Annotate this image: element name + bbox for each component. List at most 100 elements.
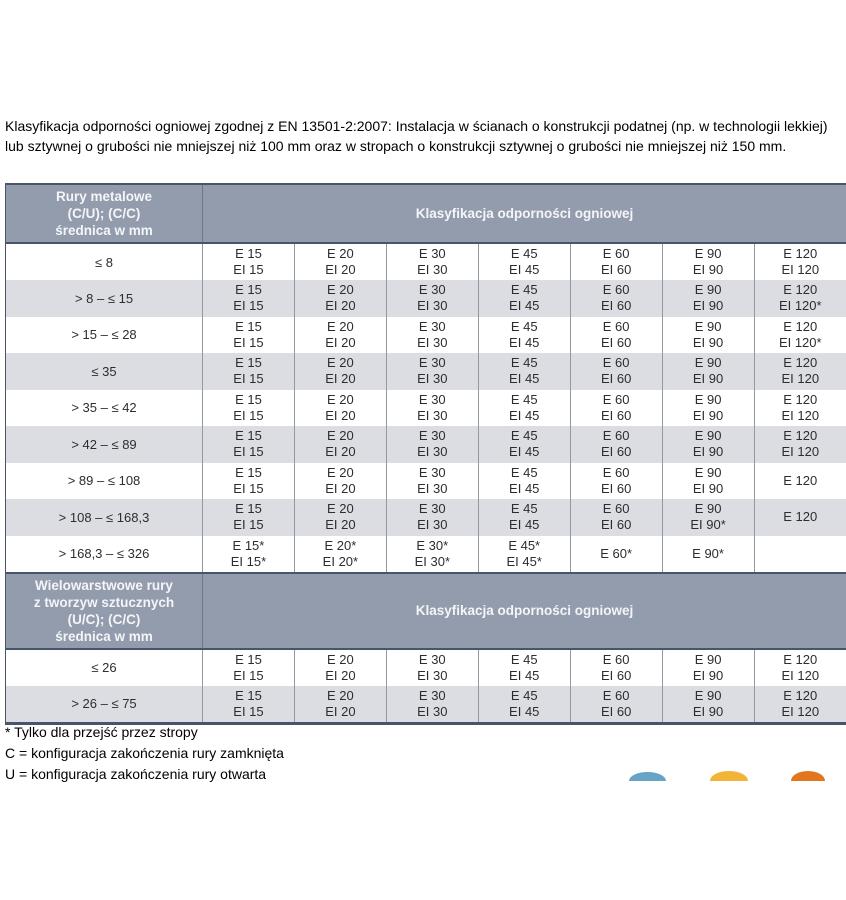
rating-value: EI 30 (417, 444, 448, 460)
rating-value: E 30 (418, 464, 446, 480)
rating-cell: E 15 EI 15 (202, 280, 295, 317)
rating-cell (753, 535, 846, 573)
rating-value: E 90 (694, 355, 722, 371)
rating-value: EI 90 (692, 298, 724, 314)
rating-value: E 90 (694, 687, 722, 703)
diameter-range-label: ≤ 26 (91, 660, 117, 675)
rating-value: EI 30 (417, 334, 448, 350)
rating-cell: E 120 EI 120 (753, 353, 846, 390)
rating-value: EI 60 (600, 334, 632, 350)
rating-value: E 120 (783, 651, 818, 667)
rating-cell: E 60 EI 60 (569, 685, 663, 723)
rating-value: EI 15* (230, 553, 267, 569)
rating-value: E 30 (418, 282, 446, 298)
rating-value: E 120 (783, 282, 818, 298)
rating-value: EI 60 (600, 480, 632, 496)
diameter-range-label: > 168,3 – ≤ 326 (58, 546, 150, 561)
rating-value: E 15 (235, 687, 262, 703)
rating-cell: E 120 (753, 462, 846, 499)
corner-header-line: z tworzyw sztucznych (33, 594, 175, 610)
rating-value: EI 30* (414, 553, 451, 569)
rating-value: E 15 (235, 282, 262, 298)
rating-value: EI 30 (417, 517, 448, 533)
rating-value: E 120 (783, 246, 818, 261)
table-row: ≤ 26 E 15 EI 15 E 20 EI 20 E 30 EI 30 E 45 EI 45… (5, 648, 846, 686)
rating-cell: E 30 EI 30 (385, 426, 479, 463)
rating-value: EI 120* (778, 334, 822, 350)
rating-cell: E 45* EI 45* (477, 535, 571, 573)
rating-value: EI 30 (417, 703, 448, 719)
rating-value: E 30 (418, 501, 446, 517)
rating-cell: E 15 EI 15 (202, 316, 295, 353)
rating-value: EI 45 (509, 298, 540, 314)
rating-value: EI 45 (509, 703, 540, 719)
rating-value: E 60 (602, 464, 630, 480)
section-1-header-row: Rury metalowe (C/U); (C/C) średnica w mm Kl… (5, 184, 846, 243)
diameter-range-label: > 8 – ≤ 15 (74, 290, 134, 306)
diameter-range-label: > 108 – ≤ 168,3 (58, 509, 150, 525)
rating-cell: E 20 EI 20 (293, 462, 387, 499)
rating-value: E 120 (783, 391, 818, 407)
corner-header-line: Rury metalowe (55, 189, 153, 204)
rating-value: EI 60 (600, 667, 632, 683)
rating-value: EI 90 (692, 407, 724, 423)
table-row: > 168,3 – ≤ 326 E 15* EI 15* E 20* EI 20* E 3… (5, 535, 846, 573)
rating-value: EI 30 (417, 262, 448, 277)
footnote-c-definition: C = konfiguracja zakończenia rury zamkni… (5, 745, 284, 761)
rating-cell: E 20 EI 20 (293, 426, 387, 463)
diameter-range-label: > 42 – ≤ 89 (71, 436, 137, 452)
rating-cell: E 20 EI 20 (293, 685, 387, 723)
rating-value: E 60 (602, 651, 630, 667)
rating-value: EI 90 (692, 262, 724, 277)
rating-value: EI 30 (417, 407, 448, 423)
rating-cell: E 30 EI 30 (385, 316, 479, 353)
rating-cell: E 45 EI 45 (477, 243, 571, 280)
rating-value: EI 60 (600, 703, 632, 719)
rating-cell: E 30 EI 30 (385, 280, 479, 317)
rating-value: E 30 (418, 318, 446, 334)
rating-cell: E 30 EI 30 (385, 243, 479, 280)
rating-cell: E 15* EI 15* (202, 535, 295, 573)
corner-header-line: (C/U); (C/C) (67, 206, 141, 221)
rating-value: E 45 (510, 501, 538, 517)
rating-cell: E 90* (661, 535, 755, 573)
rating-cell: E 15 EI 15 (202, 648, 295, 686)
rating-cell: E 90 EI 90 (661, 685, 755, 723)
rating-value: E 45 (510, 282, 538, 298)
rating-value: EI 15 (233, 667, 264, 683)
rating-value: EI 45* (506, 553, 542, 569)
rating-cell: E 20 EI 20 (293, 243, 387, 280)
rating-cell: E 15 EI 15 (202, 462, 295, 499)
rating-cell: E 45 EI 45 (477, 316, 571, 353)
rating-cell: E 15 EI 15 (202, 499, 295, 536)
rating-value: EI 45 (509, 371, 540, 387)
corner-header-line: Wielowarstwowe rury (35, 577, 173, 593)
rating-value: EI 30 (417, 298, 448, 314)
rating-value: EI 15 (233, 262, 264, 277)
rating-value: E 90 (694, 501, 722, 517)
rating-value: EI 45 (509, 480, 540, 496)
rating-cell: E 45 EI 45 (477, 426, 571, 463)
rating-value: E 20 (327, 318, 354, 334)
rating-value: E 20 (327, 501, 354, 517)
table-row: > 26 – ≤ 75 E 15 EI 15 E 20 EI 20 E 30 EI 30 E … (5, 685, 846, 723)
rating-cell: E 90 EI 90 (661, 426, 755, 463)
rating-value: E 60 (602, 391, 630, 407)
rating-value: EI 120 (781, 371, 820, 387)
rating-value: EI 90 (692, 480, 724, 496)
rating-value: EI 15 (233, 444, 264, 460)
rating-cell: E 90 EI 90 (661, 316, 755, 353)
table-row: > 35 – ≤ 42 E 15 EI 15 E 20 EI 20 E 30 EI 30 E … (5, 389, 846, 426)
rating-value: E 120 (783, 509, 818, 525)
rating-value: E 60 (602, 318, 630, 334)
intro-paragraph: Klasyfikacja odporności ogniowej zgodnej… (5, 118, 828, 155)
rating-cell: E 30 EI 30 (385, 389, 479, 426)
rating-value: EI 20 (325, 517, 356, 533)
yellow-circle-icon (710, 771, 748, 781)
rating-cell: E 45 EI 45 (477, 462, 571, 499)
rating-cell: E 30 EI 30 (385, 499, 479, 536)
rating-cell: E 15 EI 15 (202, 353, 295, 390)
rating-value: E 60 (602, 355, 630, 371)
table-row: > 89 – ≤ 108 E 15 EI 15 E 20 EI 20 E 30 EI 30 E… (5, 462, 846, 499)
